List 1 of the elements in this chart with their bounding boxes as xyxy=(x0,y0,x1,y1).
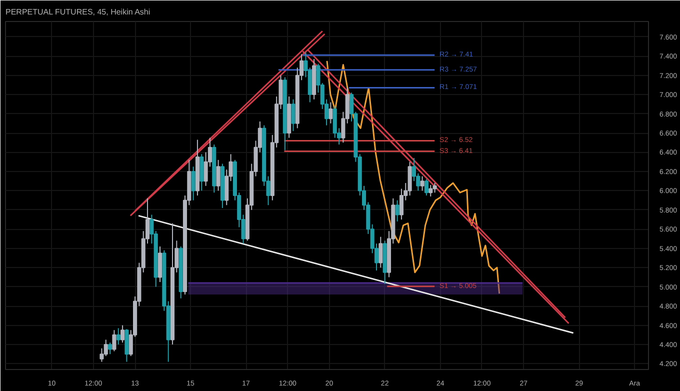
chart-title: PERPETUAL FUTURES, 45, Heikin Ashi xyxy=(6,8,150,16)
